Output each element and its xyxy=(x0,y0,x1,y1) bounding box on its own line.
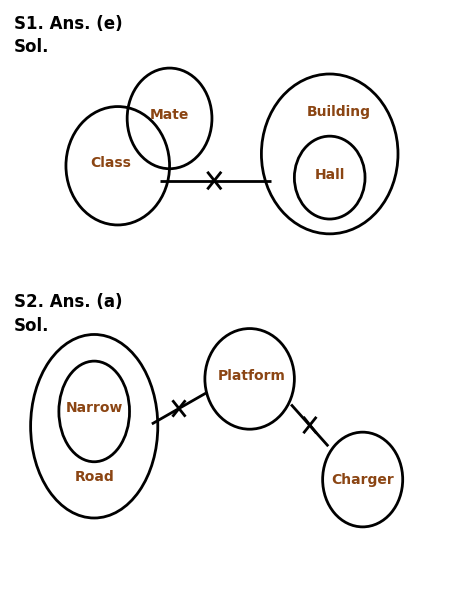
Text: S1. Ans. (e): S1. Ans. (e) xyxy=(14,15,123,33)
Text: Hall: Hall xyxy=(315,168,345,182)
Text: Platform: Platform xyxy=(218,369,286,383)
Text: Class: Class xyxy=(90,156,131,170)
Text: Mate: Mate xyxy=(150,108,189,123)
Text: Narrow: Narrow xyxy=(65,401,123,416)
Text: Charger: Charger xyxy=(331,472,394,487)
Text: Building: Building xyxy=(307,105,371,120)
Text: Road: Road xyxy=(74,469,114,484)
Text: Sol.: Sol. xyxy=(14,38,49,56)
Text: Sol.: Sol. xyxy=(14,317,49,334)
Text: S2. Ans. (a): S2. Ans. (a) xyxy=(14,293,122,311)
